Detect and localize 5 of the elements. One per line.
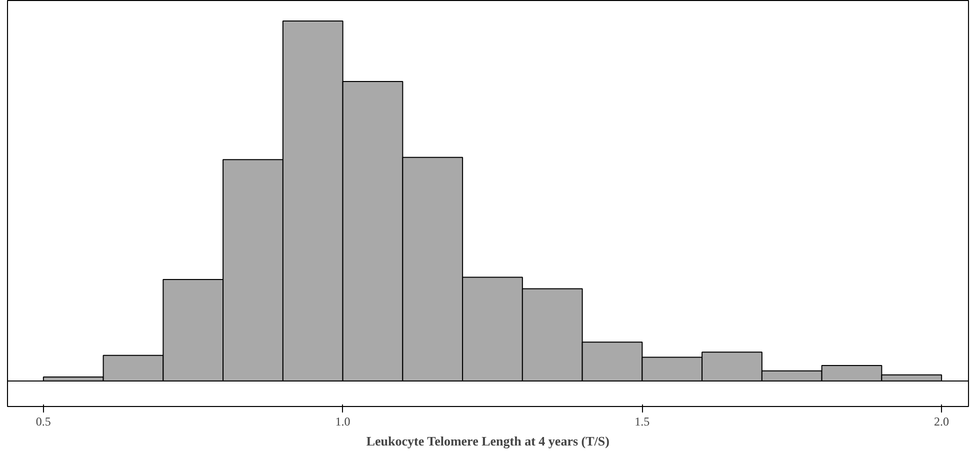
x-tick-label: 2.0 [934, 414, 950, 428]
x-axis-title: Leukocyte Telomere Length at 4 years (T/S) [366, 434, 610, 448]
x-tick-label: 0.5 [36, 414, 51, 428]
x-tick-label: 1.5 [634, 414, 650, 428]
x-tick-label: 1.0 [335, 414, 350, 428]
